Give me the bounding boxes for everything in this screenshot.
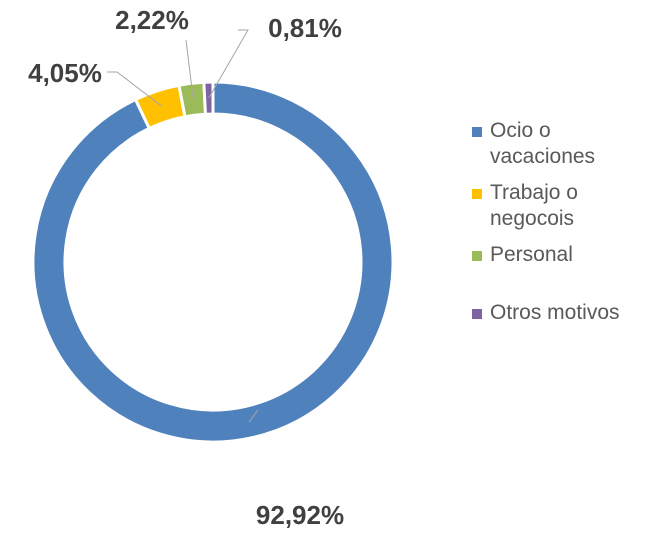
legend-label: Ocio o vacaciones xyxy=(490,119,596,168)
legend-label: Otros motivos xyxy=(490,301,620,324)
data-label: 2,22% xyxy=(115,5,189,35)
legend-swatch xyxy=(472,189,482,199)
legend-item: Trabajo o negocois xyxy=(472,180,630,232)
data-label: 92,92% xyxy=(256,500,344,530)
slice xyxy=(202,80,215,116)
legend-label: Trabajo o negocois xyxy=(490,181,578,230)
leader-line xyxy=(185,39,194,100)
leader-line xyxy=(107,71,163,107)
legend-swatch xyxy=(472,309,482,319)
data-label: 4,05% xyxy=(28,58,102,88)
leader-line xyxy=(248,409,259,423)
legend-swatch xyxy=(472,251,482,261)
data-label: 0,81% xyxy=(268,13,342,43)
legend-label: Personal xyxy=(490,243,573,266)
legend-item: Ocio o vacaciones xyxy=(472,118,630,170)
legend-item: Personal xyxy=(472,242,630,268)
leader-line xyxy=(208,29,249,99)
legend: Ocio o vacaciones Trabajo o negocois Perso… xyxy=(472,118,632,336)
legend-swatch xyxy=(472,127,482,137)
legend-item: Otros motivos xyxy=(472,300,630,326)
slice xyxy=(31,80,395,444)
